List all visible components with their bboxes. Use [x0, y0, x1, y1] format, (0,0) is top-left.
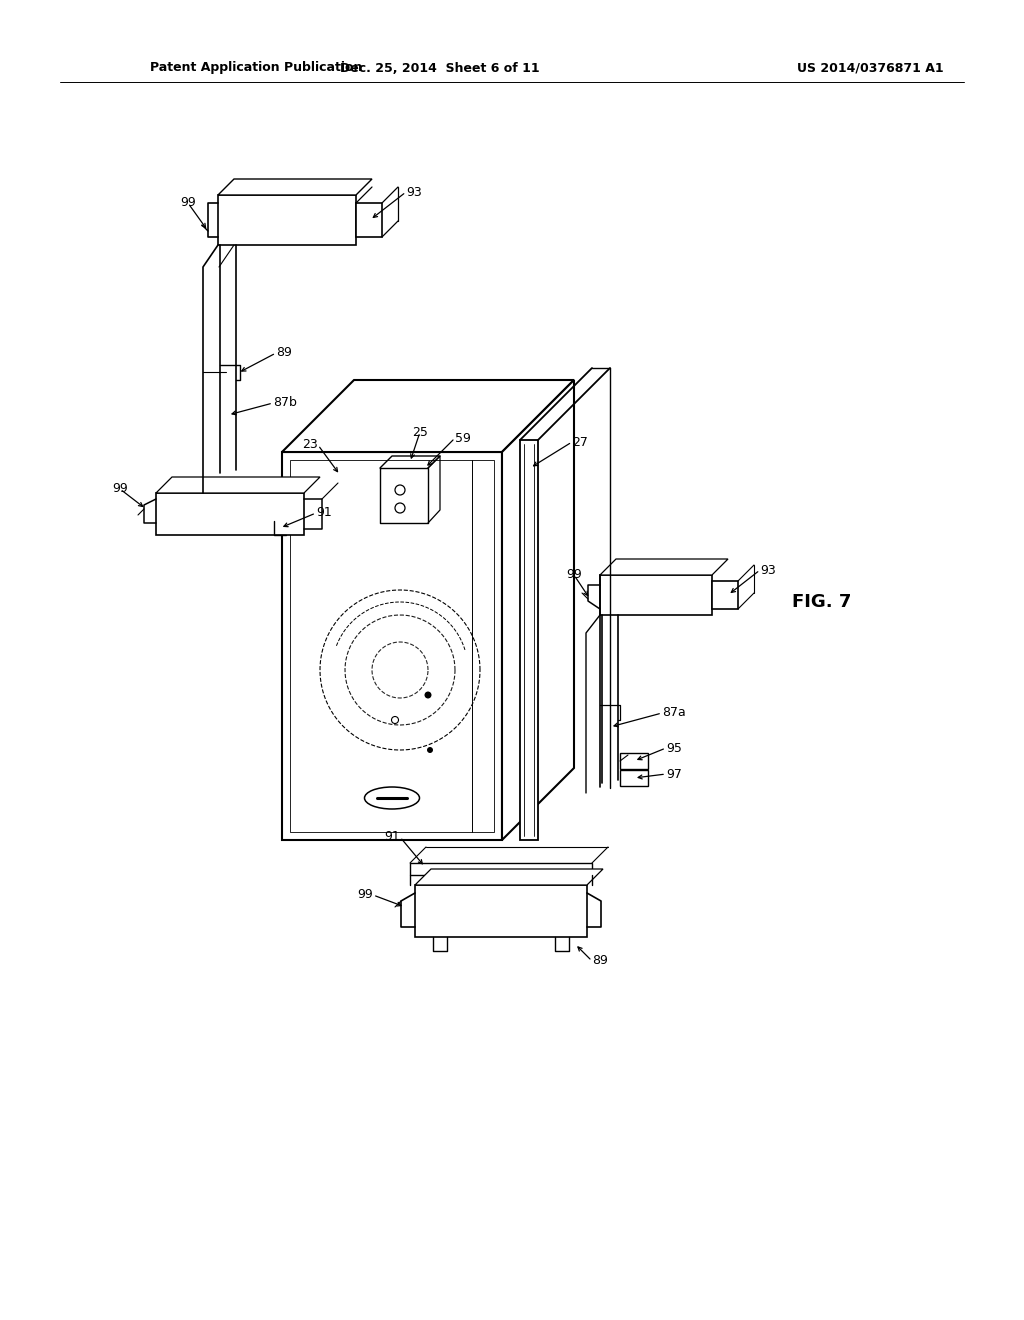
Polygon shape [282, 451, 502, 840]
Text: 99: 99 [180, 197, 196, 210]
Circle shape [425, 692, 431, 698]
Polygon shape [600, 576, 712, 615]
Text: 99: 99 [357, 888, 373, 902]
Text: 97: 97 [666, 767, 682, 780]
Text: 89: 89 [592, 954, 608, 968]
Polygon shape [415, 869, 603, 884]
Polygon shape [620, 770, 648, 785]
Polygon shape [415, 884, 587, 937]
Polygon shape [290, 459, 494, 832]
Text: 93: 93 [406, 186, 422, 198]
Text: 89: 89 [276, 346, 292, 359]
Text: 87a: 87a [662, 706, 686, 719]
Text: 93: 93 [760, 564, 776, 577]
Text: 27: 27 [572, 436, 588, 449]
Polygon shape [712, 581, 738, 609]
Polygon shape [218, 195, 356, 246]
Circle shape [427, 747, 433, 752]
Text: Dec. 25, 2014  Sheet 6 of 11: Dec. 25, 2014 Sheet 6 of 11 [340, 62, 540, 74]
Polygon shape [156, 492, 304, 535]
Polygon shape [620, 752, 648, 770]
Text: 99: 99 [112, 483, 128, 495]
Polygon shape [356, 203, 382, 238]
Text: 99: 99 [566, 569, 582, 582]
Polygon shape [156, 477, 319, 492]
Text: 95: 95 [666, 742, 682, 755]
Text: Patent Application Publication: Patent Application Publication [150, 62, 362, 74]
Text: 23: 23 [302, 438, 318, 451]
Text: 91: 91 [316, 507, 332, 520]
Polygon shape [218, 180, 372, 195]
Text: 25: 25 [412, 425, 428, 438]
Text: 91: 91 [384, 830, 400, 843]
Polygon shape [520, 440, 538, 840]
Text: 59: 59 [455, 432, 471, 445]
Polygon shape [600, 558, 728, 576]
Text: 87b: 87b [273, 396, 297, 409]
Text: FIG. 7: FIG. 7 [792, 593, 851, 611]
Polygon shape [502, 380, 574, 840]
Text: US 2014/0376871 A1: US 2014/0376871 A1 [797, 62, 943, 74]
Polygon shape [282, 380, 574, 451]
Polygon shape [410, 863, 592, 875]
